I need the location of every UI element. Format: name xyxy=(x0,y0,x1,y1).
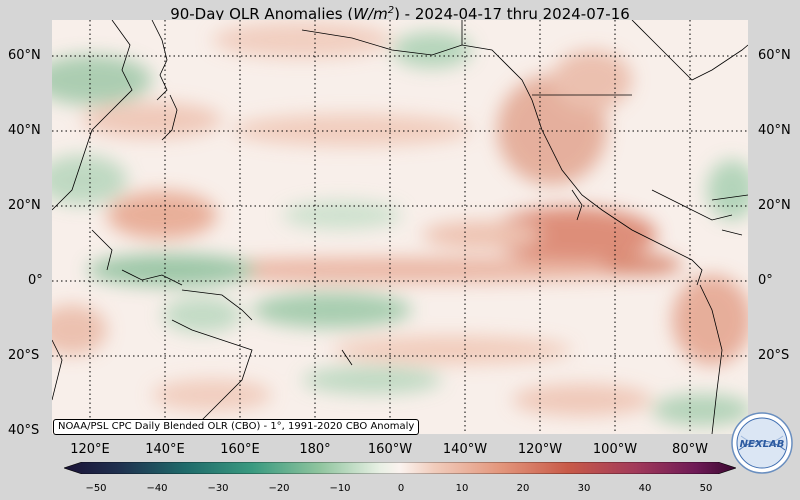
colorbar-tick: 40 xyxy=(638,483,652,494)
lat-label-right-20s: 20°S xyxy=(758,348,790,363)
lon-label-140w: 140°W xyxy=(442,442,488,457)
lon-label-80w: 80°W xyxy=(672,442,708,457)
lon-label-120w: 120°W xyxy=(517,442,563,457)
lat-label-right-60n: 60°N xyxy=(758,48,791,63)
graticule xyxy=(52,20,748,434)
colorbar-tick: 0 xyxy=(397,483,405,494)
title-units: W/m2 xyxy=(353,5,395,23)
lat-label-left-40n: 40°N xyxy=(8,123,41,138)
lat-label-left-20s: 20°S xyxy=(8,348,40,363)
lon-label-180: 180° xyxy=(299,442,331,457)
colorbar-tick: 10 xyxy=(455,483,469,494)
lon-label-140e: 140°E xyxy=(145,442,185,457)
lat-label-right-0: 0° xyxy=(758,273,773,288)
lon-label-160w: 160°W xyxy=(367,442,413,457)
data-credit: NOAA/PSL CPC Daily Blended OLR (CBO) - 1… xyxy=(53,419,420,435)
colorbar-tick: −50 xyxy=(85,483,107,494)
nexlab-logo: NEXLAB xyxy=(731,412,793,474)
lon-label-160e: 160°E xyxy=(220,442,260,457)
map-title: 90-Day OLR Anomalies (W/m2) - 2024-04-17… xyxy=(170,5,630,23)
logo-text: NEXLAB xyxy=(740,439,785,450)
colorbar-tick: −10 xyxy=(329,483,351,494)
colorbar-tick: 50 xyxy=(699,483,713,494)
colorbar xyxy=(64,462,736,474)
olr-anomaly-map xyxy=(52,20,748,434)
lat-label-left-60n: 60°N xyxy=(8,48,41,63)
lat-label-left-40s: 40°S xyxy=(8,423,40,438)
colorbar-tick: 30 xyxy=(577,483,591,494)
colorbar-tick: −30 xyxy=(207,483,229,494)
lon-label-100w: 100°W xyxy=(592,442,638,457)
lat-label-right-40n: 40°N xyxy=(758,123,791,138)
colorbar-tick: −20 xyxy=(268,483,290,494)
lat-label-left-20n: 20°N xyxy=(8,198,41,213)
lat-label-left-0: 0° xyxy=(28,273,43,288)
colorbar-tick: 20 xyxy=(516,483,530,494)
coastlines xyxy=(52,20,748,434)
colorbar-tick: −40 xyxy=(146,483,168,494)
lat-label-right-20n: 20°N xyxy=(758,198,791,213)
lon-label-120e: 120°E xyxy=(70,442,110,457)
